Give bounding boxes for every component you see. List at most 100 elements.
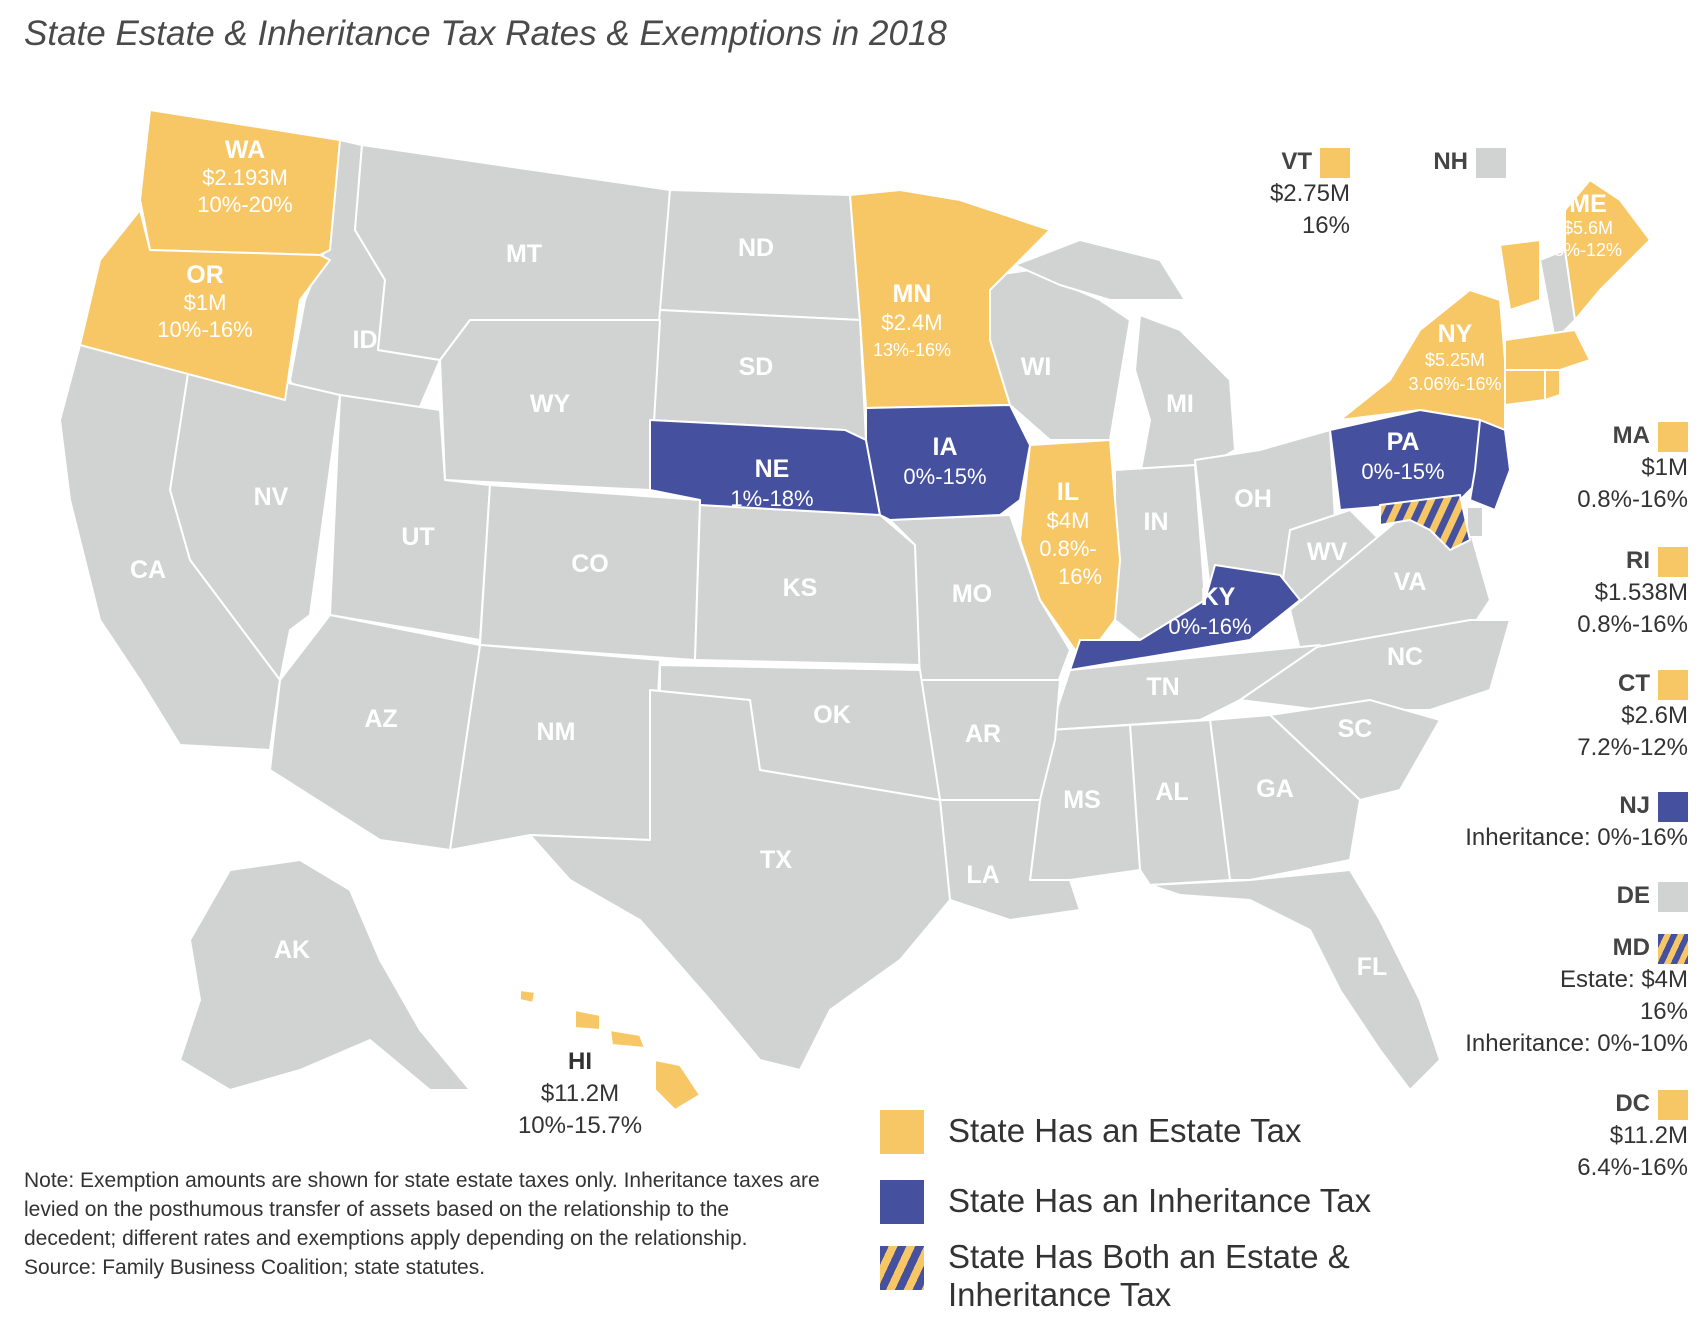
- dc-label: DC: [1615, 1090, 1650, 1117]
- page-title: State Estate & Inheritance Tax Rates & E…: [24, 14, 947, 53]
- hi-label: HI: [568, 1048, 592, 1075]
- note: Note: Exemption amounts are shown for st…: [24, 1166, 824, 1282]
- state-mn: [849, 189, 1051, 409]
- ne-rate: 1%-18%: [730, 486, 813, 511]
- ri-label: RI: [1626, 547, 1650, 574]
- state-hi-1: [654, 1059, 701, 1111]
- md-annotation: MD Estate: $4M 16% Inheritance: 0%-10%: [1400, 932, 1688, 1060]
- ak-label: AK: [274, 936, 310, 964]
- tn-label: TN: [1146, 673, 1179, 701]
- md-estate-rate: 16%: [1639, 998, 1688, 1025]
- state-mo: [889, 514, 1071, 691]
- state-ct: [1504, 369, 1546, 406]
- ma-annotation: MA $1M 0.8%-16%: [1400, 420, 1688, 516]
- state-vt: [1499, 239, 1541, 311]
- mn-label: MN: [893, 280, 932, 308]
- dc-rate: 6.4%-16%: [1577, 1154, 1688, 1181]
- vt-exemption: $2.75M: [1269, 180, 1350, 207]
- il-rate-1: 0.8%-: [1039, 536, 1096, 561]
- state-ne: [649, 419, 881, 516]
- or-exemption: $1M: [184, 290, 227, 315]
- mn-rate: 13%-16%: [873, 340, 951, 360]
- pa-label: PA: [1387, 428, 1420, 456]
- legend-inheritance-label: State Has an Inheritance Tax: [948, 1182, 1372, 1219]
- me-rate: 8%-12%: [1554, 240, 1622, 260]
- wy-label: WY: [530, 390, 571, 418]
- state-md: [1379, 494, 1471, 551]
- vt-label: VT: [1281, 148, 1312, 175]
- ia-label: IA: [933, 433, 958, 461]
- nj-annotation: NJ Inheritance: 0%-16%: [1400, 790, 1688, 854]
- ny-label: NY: [1438, 320, 1473, 348]
- state-ia: [865, 404, 1031, 521]
- wa-label: WA: [225, 136, 265, 164]
- nh-annotation: NH: [1390, 146, 1506, 178]
- mo-label: MO: [952, 580, 992, 608]
- fl-label: FL: [1357, 953, 1388, 981]
- dc-annotation: DC $11.2M 6.4%-16%: [1400, 1088, 1688, 1184]
- nj-rate: Inheritance: 0%-16%: [1465, 824, 1688, 851]
- ma-label: MA: [1612, 422, 1650, 449]
- state-ri: [1544, 369, 1561, 401]
- state-ak: [179, 859, 471, 1091]
- il-label: IL: [1057, 478, 1079, 506]
- in-label: IN: [1144, 508, 1169, 536]
- state-nc: [1239, 619, 1511, 711]
- state-nj: [1469, 419, 1511, 511]
- ct-rate: 7.2%-12%: [1577, 734, 1688, 761]
- ri-annotation: RI $1.538M 0.8%-16%: [1400, 545, 1688, 641]
- sc-label: SC: [1338, 715, 1373, 743]
- ok-label: OK: [813, 701, 851, 729]
- nj-label: NJ: [1619, 792, 1650, 819]
- state-hi-3: [609, 1029, 646, 1049]
- ia-rate: 0%-15%: [903, 464, 986, 489]
- ky-rate: 0%-16%: [1168, 614, 1251, 639]
- oh-label: OH: [1234, 485, 1272, 513]
- tx-label: TX: [760, 846, 792, 874]
- or-label: OR: [186, 261, 224, 289]
- nm-label: NM: [537, 718, 576, 746]
- mn-exemption: $2.4M: [881, 310, 942, 335]
- md-estate: Estate: $4M: [1559, 966, 1688, 993]
- me-label: ME: [1569, 190, 1607, 218]
- ri-swatch: [1658, 546, 1688, 577]
- legend-estate-label: State Has an Estate Tax: [948, 1112, 1302, 1149]
- ut-label: UT: [401, 523, 434, 551]
- state-mi-up: [1014, 239, 1186, 301]
- md-swatch: [1658, 933, 1688, 964]
- note-source: Source: Family Business Coalition; state…: [24, 1256, 486, 1279]
- de-swatch: [1658, 881, 1688, 912]
- ne-label: NE: [755, 455, 790, 483]
- vt-swatch: [1320, 147, 1350, 178]
- state-tx: [529, 689, 951, 1071]
- pa-rate: 0%-15%: [1361, 459, 1444, 484]
- ct-label: CT: [1618, 670, 1650, 697]
- ma-swatch: [1658, 421, 1688, 452]
- state-nm: [449, 644, 661, 851]
- ny-rate: 3.06%-16%: [1408, 374, 1501, 394]
- wa-exemption: $2.193M: [202, 165, 288, 190]
- dc-swatch: [1658, 1089, 1688, 1120]
- nh-swatch: [1476, 147, 1506, 178]
- id-label: ID: [353, 326, 378, 354]
- ca-label: CA: [130, 556, 166, 584]
- de-annotation: DE: [1400, 880, 1688, 912]
- ms-label: MS: [1063, 786, 1101, 814]
- ma-exemption: $1M: [1641, 454, 1688, 481]
- nc-label: NC: [1387, 643, 1423, 671]
- ar-label: AR: [965, 720, 1001, 748]
- ct-exemption: $2.6M: [1621, 702, 1688, 729]
- sd-label: SD: [739, 353, 774, 381]
- hi-annotation: HI $11.2M 10%-15.7%: [500, 1046, 660, 1142]
- me-exemption: $5.6M: [1563, 218, 1613, 238]
- dc-exemption: $11.2M: [1609, 1122, 1688, 1149]
- nh-label: NH: [1433, 148, 1468, 175]
- wa-rate: 10%-20%: [197, 192, 292, 217]
- or-rate: 10%-16%: [157, 317, 252, 342]
- state-ky: [1069, 564, 1301, 671]
- ri-rate: 0.8%-16%: [1577, 611, 1688, 638]
- state-az: [269, 614, 481, 851]
- legend-estate-swatch: [880, 1110, 924, 1154]
- nd-label: ND: [738, 234, 774, 262]
- ga-label: GA: [1256, 775, 1294, 803]
